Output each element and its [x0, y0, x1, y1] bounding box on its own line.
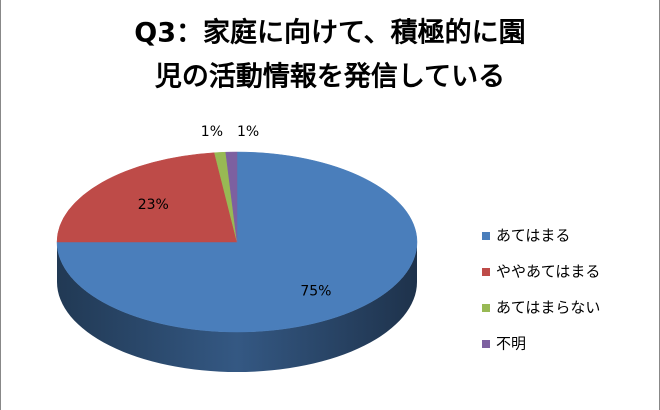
- legend-swatch: [482, 268, 490, 276]
- legend-swatch: [482, 304, 490, 312]
- slice: [56, 152, 238, 243]
- legend-swatch: [482, 232, 490, 240]
- legend-label: ややあてはまる: [496, 263, 600, 281]
- data-label: 23%: [138, 197, 169, 213]
- data-label: 1%: [201, 124, 223, 140]
- chart-title: Q3：家庭に向けて、積極的に園: [134, 17, 525, 49]
- slice: [56, 151, 418, 333]
- slice-side: [57, 242, 417, 372]
- legend-label: 不明: [496, 335, 526, 353]
- legend-label: あてはまらない: [496, 299, 600, 317]
- chart-title: 児の活動情報を発信している: [155, 62, 505, 93]
- data-label: 1%: [237, 124, 259, 140]
- legend-swatch: [482, 340, 490, 348]
- slice: [225, 151, 238, 243]
- legend-label: あてはまる: [496, 227, 570, 245]
- data-label: 75%: [300, 283, 331, 299]
